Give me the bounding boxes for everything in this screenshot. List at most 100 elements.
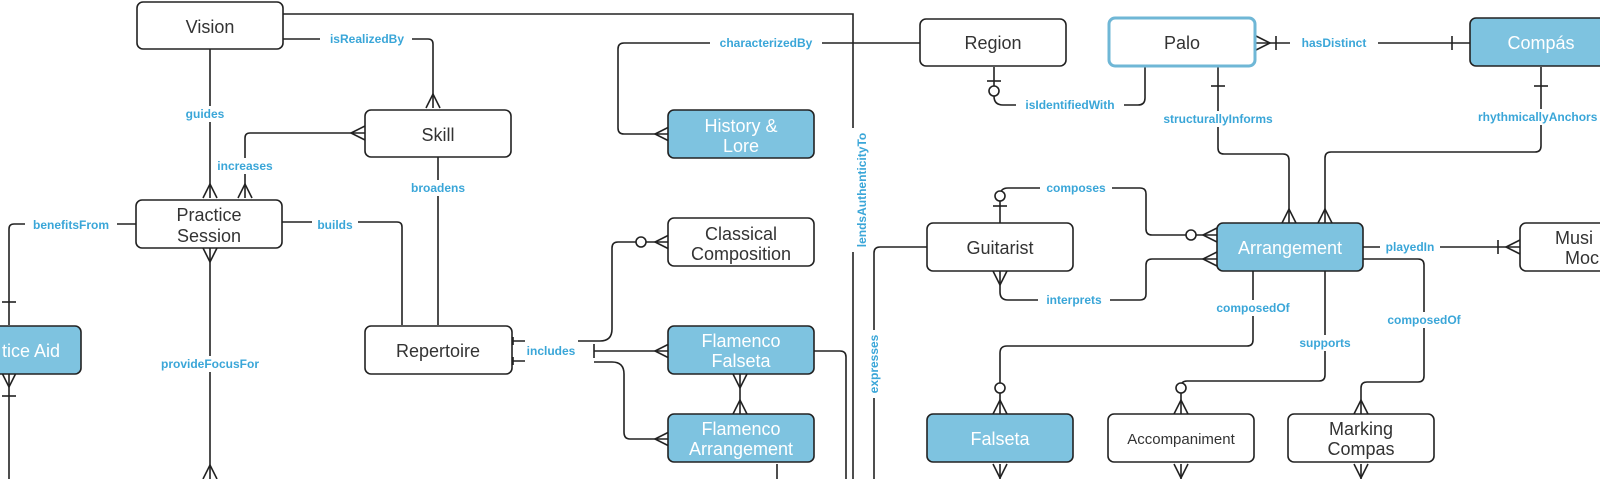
entity-region-label: Region [964,33,1021,53]
entity-repertoire-label: Repertoire [396,341,480,361]
entity-compas[interactable]: Compás [1469,17,1600,67]
entity-musical-mode-label-1: Musi [1555,228,1593,248]
entity-flamenco-arrangement-label-2: Arrangement [689,439,793,459]
crow-accomp-bottom [1173,463,1189,479]
line-guitarist-composes [999,187,1217,236]
label-composes: composes [1046,181,1106,195]
entity-skill[interactable]: Skill [364,109,512,158]
label-played-in: playedIn [1386,240,1435,254]
entities: Vision Skill Practice Session tice Aid R… [0,1,1600,463]
label-composed-of-2: composedOf [1387,313,1461,327]
entity-marking-label-2: Compas [1327,439,1394,459]
label-lends-authenticity-to: lendsAuthenticityTo [855,133,869,247]
line-vision-lends [278,13,854,479]
crow-falseta-bottom [992,463,1008,479]
entity-musical-mode-label-2: Moc [1565,248,1599,268]
label-rhythmically-anchors: rhythmicallyAnchors [1478,110,1598,124]
entity-flamenco-arrangement-label-1: Flamenco [701,419,780,439]
circle-classical [635,236,647,248]
line-arr-falseta [999,271,1254,414]
circle-arr-left-top [1185,229,1197,241]
entity-marking-compas[interactable]: Marking Compas [1287,413,1435,463]
line-vision-skill [278,38,434,108]
circle-guitarist-top [994,190,1006,202]
crow-arr-left-top [1201,227,1218,243]
line-region-history [617,42,920,135]
entity-history-label-1: History & [704,116,777,136]
label-builds: builds [317,218,353,232]
entity-repertoire[interactable]: Repertoire [364,325,513,375]
entity-practice-session[interactable]: Practice Session [135,199,283,249]
line-rep-includes [513,241,669,342]
entity-vision[interactable]: Vision [136,1,284,50]
crow-mode-left [1504,239,1521,255]
relationship-labels: isRealizedBy guides increases broadens b… [25,31,1600,398]
entity-palo[interactable]: Palo [1107,16,1257,68]
entity-flamenco-arrangement[interactable]: Flamenco Arrangement [667,413,815,463]
entity-arrangement[interactable]: Arrangement [1216,222,1364,272]
label-supports: supports [1299,336,1351,350]
crow-ff-bottom [732,373,748,390]
circle-falseta-top [994,382,1006,394]
entity-palo-label: Palo [1164,33,1200,53]
crow-practice-top-right [237,182,253,199]
crow-history-left [653,126,670,142]
label-characterized-by: characterizedBy [720,36,813,50]
entity-classical-label-1: Classical [705,224,777,244]
label-provide-focus-for: provideFocusFor [161,357,259,371]
label-composed-of-1: composedOf [1216,301,1290,315]
entity-classical-label-2: Composition [691,244,791,264]
entity-history-label-2: Lore [723,136,759,156]
crow-marking-top [1353,398,1369,415]
line-rep-arrangement [594,361,669,440]
entity-musical-mode[interactable]: Musi Moc [1519,222,1600,272]
crow-practice-bottom [202,247,218,264]
entity-flamenco-falseta[interactable]: Flamenco Falseta [667,325,815,375]
entity-vision-label: Vision [186,17,235,37]
crow-practice-top-left [202,182,218,199]
crow-farr-left [653,431,670,447]
line-palo-arrangement [1217,67,1290,223]
label-is-realized-by: isRealizedBy [330,32,404,46]
entity-practice-session-label-2: Session [177,226,241,246]
entity-accompaniment[interactable]: Accompaniment [1107,413,1255,463]
label-guides: guides [186,107,225,121]
entity-marking-label-1: Marking [1329,419,1393,439]
crow-arr-top-right [1317,207,1333,224]
crow-classical [653,234,670,250]
crow-falseta-left [653,343,670,359]
entity-guitarist[interactable]: Guitarist [926,222,1074,272]
entity-classical-composition[interactable]: Classical Composition [667,217,815,267]
crow-aid-bottom [1,372,17,389]
label-includes: includes [527,344,576,358]
crow-arr-top-left [1281,207,1297,224]
crow-arr-left-bottom [1201,251,1218,267]
line-compas-arrangement [1324,67,1542,223]
entity-skill-label: Skill [421,125,454,145]
entity-flamenco-falseta-label-1: Flamenco [701,331,780,351]
label-broadens: broadens [411,181,465,195]
crow-marking-bottom [1353,463,1369,479]
label-structurally-informs: structurallyInforms [1163,112,1273,126]
crow-skill-left [349,125,366,141]
crow-palo-right [1255,35,1272,51]
entity-history-lore[interactable]: History & Lore [667,109,815,159]
crow-skill-top [425,92,441,109]
line-skill-practice [244,132,365,198]
crow-guitarist-bottom [992,270,1008,287]
entity-falseta[interactable]: Falseta [926,413,1074,463]
crow-fa-top [732,398,748,415]
crow-falseta-top [992,398,1008,415]
label-increases: increases [217,159,273,173]
entity-practice-session-label-1: Practice [176,205,241,225]
label-expresses: expresses [867,334,881,393]
line-guitarist-expresses [873,246,927,479]
label-interprets: interprets [1046,293,1102,307]
entity-accompaniment-label: Accompaniment [1127,431,1235,448]
entity-falseta-label: Falseta [970,429,1030,449]
entity-practice-aid[interactable]: tice Aid [0,325,82,375]
line-ff-right [814,350,847,479]
entity-arrangement-label: Arrangement [1238,238,1342,258]
entity-region[interactable]: Region [919,18,1067,67]
